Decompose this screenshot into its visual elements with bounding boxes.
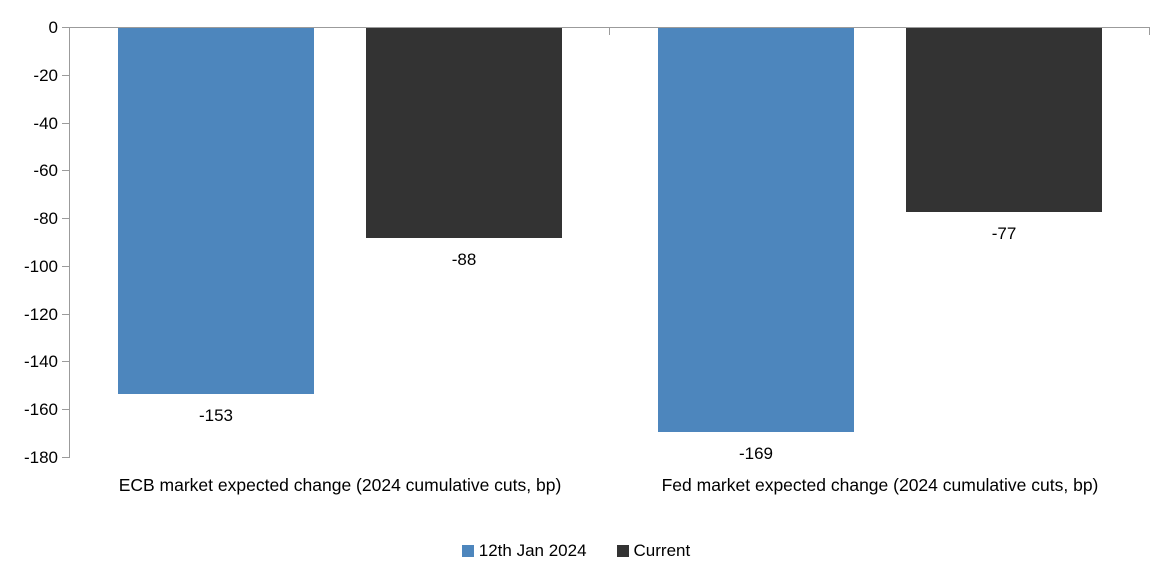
y-axis-tick-label: -40: [33, 113, 58, 133]
plot-area: 0 -20 -40 -60 -80 -100 -120 -140 -160 -180 -153 -88…: [23, 18, 1150, 495]
y-axis-tick-label: -140: [23, 352, 58, 372]
bar-value-label: -88: [451, 250, 477, 269]
legend-label: Current: [633, 541, 691, 560]
y-axis-tick: [62, 218, 69, 220]
y-axis-line: [69, 27, 70, 458]
y-axis-tick-label: -120: [23, 304, 58, 324]
y-axis-tick: [62, 27, 69, 28]
category-label: Fed market expected change (2024 cumulat…: [661, 475, 1099, 495]
bar-value-label: -153: [198, 406, 234, 425]
legend-swatch-icon: [461, 545, 474, 557]
y-axis-tick-label: -160: [23, 400, 58, 420]
legend-item: Current: [616, 540, 691, 562]
legend-label: 12th Jan 2024: [478, 541, 587, 560]
y-axis-tick-label: -80: [33, 209, 58, 229]
y-axis-tick: [62, 74, 69, 76]
bar-value-label: -169: [738, 444, 774, 463]
category-axis-tick: [609, 27, 610, 35]
legend: 12th Jan 2024 Current: [0, 539, 1152, 563]
bar: [366, 28, 562, 238]
category-axis-tick: [1149, 27, 1150, 35]
y-axis-tick: [62, 122, 69, 124]
y-axis-tick-label: -20: [33, 65, 58, 85]
y-axis-tick-label: -60: [33, 161, 58, 181]
legend-swatch-icon: [616, 545, 629, 557]
y-axis-tick: [62, 170, 69, 172]
legend-item: 12th Jan 2024: [461, 540, 587, 562]
y-axis-tick: [62, 265, 69, 267]
y-axis-tick: [62, 313, 69, 315]
bar: [906, 28, 1102, 212]
y-axis-tick-label: -100: [23, 256, 58, 276]
y-axis-tick: [62, 457, 69, 458]
y-axis-tick-label: -180: [23, 448, 58, 467]
y-axis-tick: [62, 361, 69, 363]
y-axis-tick-label: 0: [48, 18, 58, 37]
bar: [658, 28, 854, 432]
y-axis-tick: [62, 409, 69, 411]
bar: [118, 28, 314, 394]
bar-value-label: -77: [991, 224, 1017, 243]
category-label: ECB market expected change (2024 cumulat…: [118, 475, 562, 495]
